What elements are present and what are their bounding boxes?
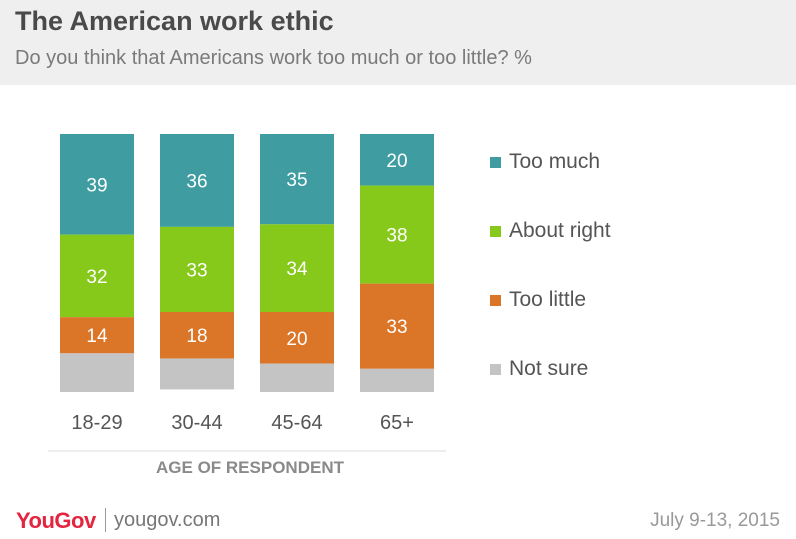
bar-value-label: 33 <box>386 317 407 338</box>
footer-date: July 9-13, 2015 <box>650 510 780 531</box>
x-tick-label: 65+ <box>380 412 414 434</box>
x-axis-title: AGE OF RESPONDENT <box>156 458 345 477</box>
bar-segment <box>260 363 334 392</box>
bar-segment <box>260 312 334 364</box>
bar-value-label: 20 <box>286 329 307 350</box>
footer-divider <box>105 508 106 532</box>
bar-segment <box>260 224 334 313</box>
yougov-logo: YouGov <box>16 508 96 533</box>
bar-segment <box>360 185 434 284</box>
bar-value-label: 36 <box>186 171 207 192</box>
bar-segment <box>160 134 234 227</box>
bar-value-label: 35 <box>286 170 307 191</box>
chart-header: The American work ethic Do you think tha… <box>0 0 796 85</box>
legend-item: About right <box>490 219 611 243</box>
bar-value-label: 34 <box>286 259 308 280</box>
legend-swatch <box>490 225 501 237</box>
bar-segment <box>60 234 134 318</box>
stacked-bar-chart: 39 32 14 18-29 36 33 18 30-44 35 34 20 45-64 20 38 33 6… <box>48 134 446 477</box>
bar-value-label: 14 <box>86 326 108 347</box>
chart-title: The American work ethic <box>15 6 334 36</box>
bar-segment <box>360 368 434 392</box>
legend-item: Too much <box>490 150 600 174</box>
bar-value-label: 39 <box>86 175 107 196</box>
bar-value-label: 38 <box>386 226 407 247</box>
bar-segment <box>60 353 134 392</box>
legend-label: About right <box>509 219 611 242</box>
x-tick-label: 45-64 <box>271 412 322 434</box>
bar-segment <box>160 226 234 313</box>
footer-site-link[interactable]: yougov.com <box>114 509 221 531</box>
legend-label: Too much <box>509 150 601 173</box>
bar-segment <box>160 312 234 359</box>
legend-label: Not sure <box>509 357 589 380</box>
bar-value-label: 20 <box>386 151 407 172</box>
bar-value-label: 18 <box>186 326 207 347</box>
legend-swatch <box>490 294 501 306</box>
x-tick-label: 18-29 <box>71 412 122 434</box>
legend-swatch <box>490 363 501 375</box>
bar-segment <box>360 283 434 369</box>
legend-item: Not sure <box>490 357 588 381</box>
bar-value-label: 33 <box>186 260 207 281</box>
bar-segment <box>60 134 134 235</box>
x-tick-label: 30-44 <box>171 412 222 434</box>
legend-item: Too little <box>490 288 586 312</box>
legend-swatch <box>490 156 501 168</box>
bar-segment <box>260 134 334 225</box>
bar-segment <box>360 134 434 186</box>
bar-segment <box>60 317 134 354</box>
bar-segment <box>160 358 234 390</box>
bar-value-label: 32 <box>86 267 107 288</box>
legend-label: Too little <box>509 288 587 311</box>
chart-subtitle: Do you think that Americans work too muc… <box>15 47 532 69</box>
